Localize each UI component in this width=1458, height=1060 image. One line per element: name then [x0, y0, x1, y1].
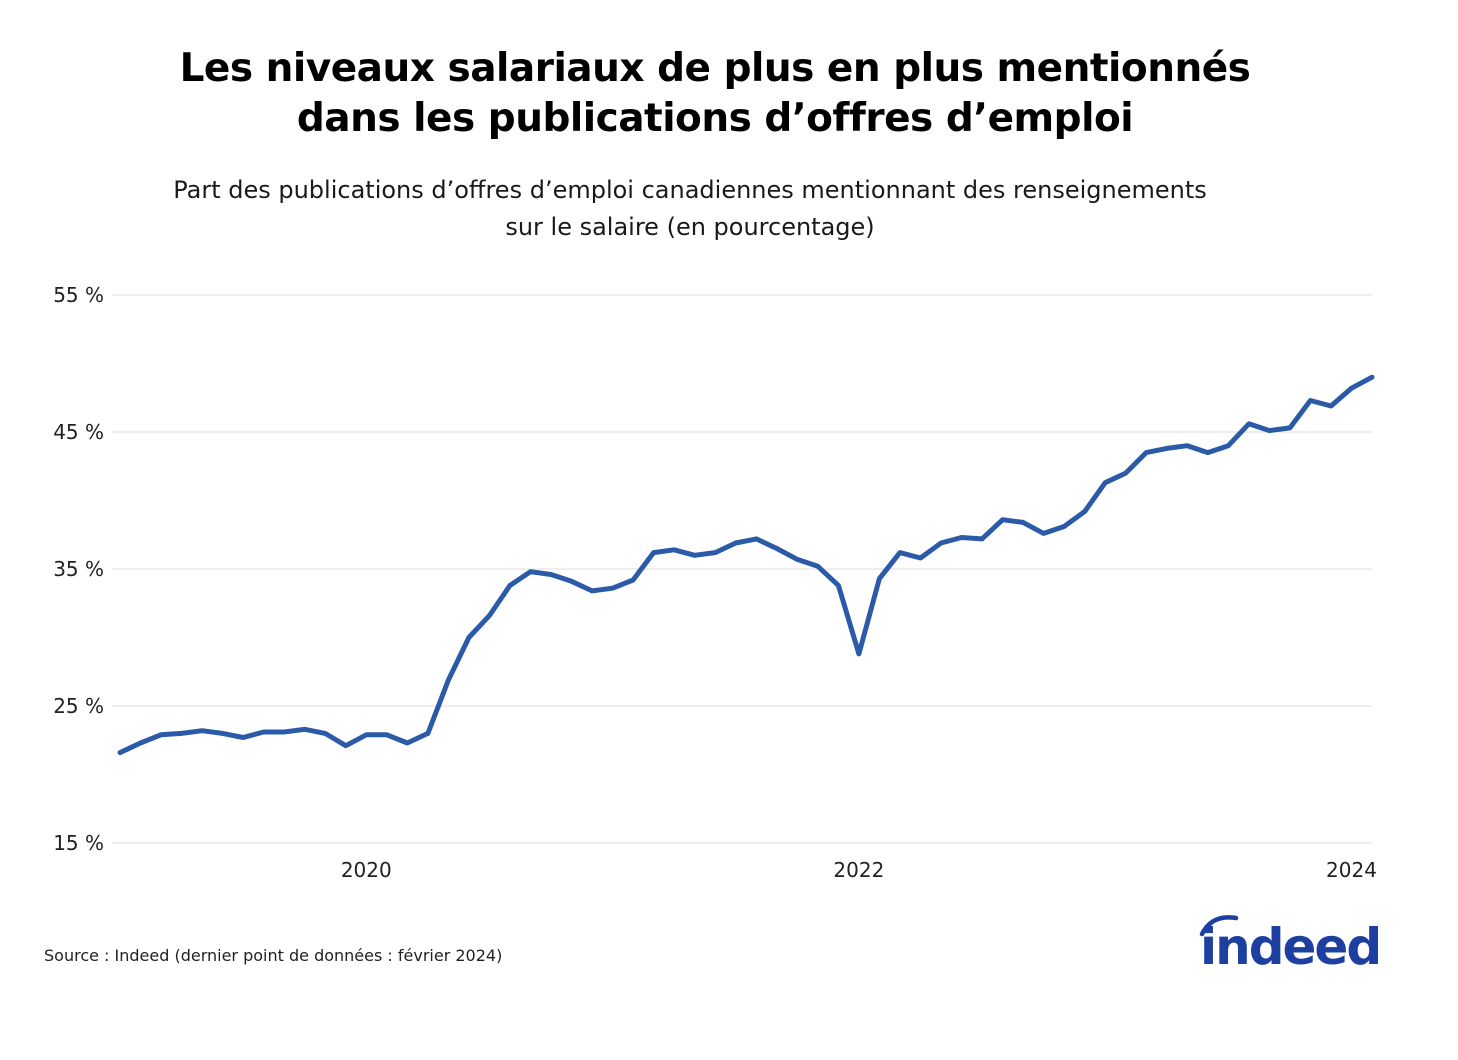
- grid-lines: [112, 294, 1372, 844]
- chart-title-line-2: dans les publications d’offres d’emploi: [296, 96, 1134, 141]
- y-tick-label: 55 %: [53, 283, 104, 307]
- chart-subtitle: Part des publications d’offres d’emploi …: [0, 172, 1380, 246]
- indeed-logo: indeed: [1199, 915, 1382, 972]
- series-group: [117, 374, 1375, 756]
- chart-subtitle-line-2: sur le salaire (en pourcentage): [505, 213, 875, 241]
- y-tick-label: 35 %: [53, 557, 104, 581]
- chart-title-line-1: Les niveaux salariaux de plus en plus me…: [179, 46, 1251, 91]
- x-tick-label: 2024: [1326, 858, 1377, 882]
- y-tick-label: 15 %: [53, 831, 104, 855]
- logo-wordmark: indeed: [1200, 918, 1380, 972]
- y-tick-label: 25 %: [53, 694, 104, 718]
- y-tick-label: 45 %: [53, 420, 104, 444]
- source-note: Source : Indeed (dernier point de donnée…: [44, 946, 503, 965]
- y-axis-ticks: 15 % 25 % 35 % 45 % 55 %: [53, 283, 104, 855]
- x-tick-label: 2020: [341, 858, 392, 882]
- x-tick-label: 2022: [833, 858, 884, 882]
- chart-title: Les niveaux salariaux de plus en plus me…: [0, 44, 1430, 144]
- series-line: [117, 374, 1375, 756]
- x-axis-ticks: 2020 2022 2024: [341, 858, 1377, 882]
- chart-subtitle-line-1: Part des publications d’offres d’emploi …: [173, 176, 1207, 204]
